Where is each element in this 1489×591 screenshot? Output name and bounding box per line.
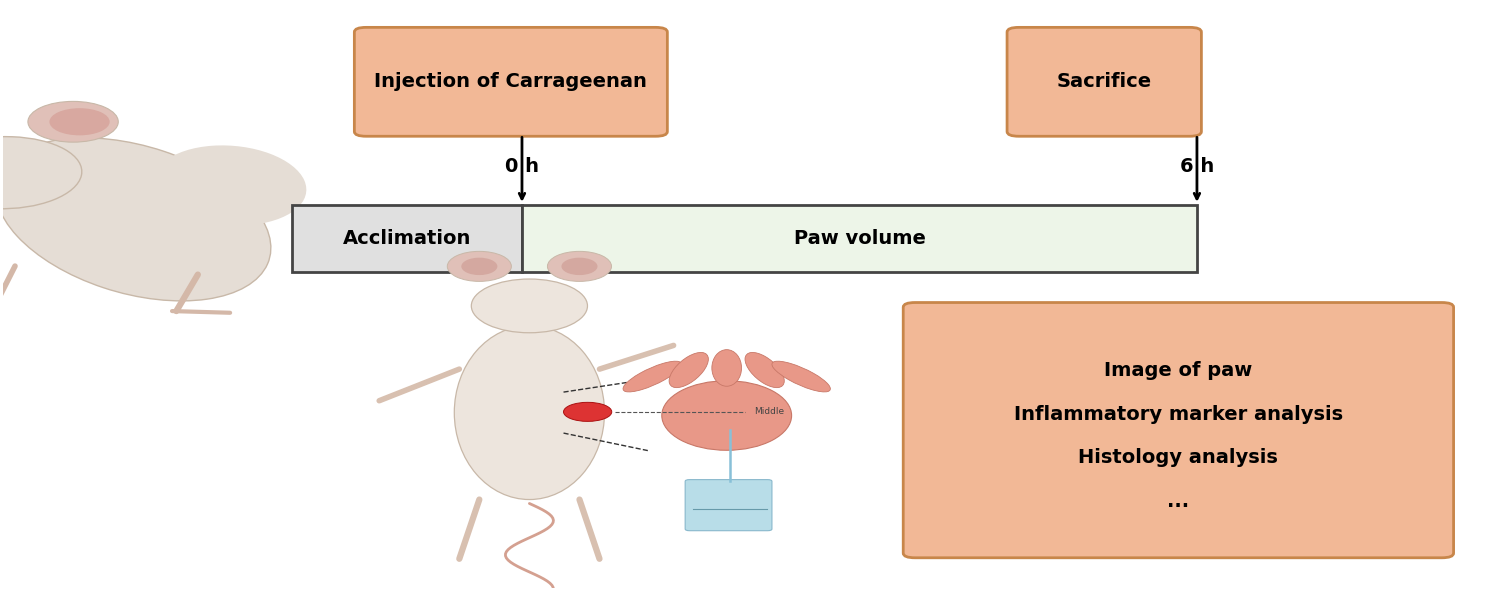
Ellipse shape — [153, 145, 307, 226]
Ellipse shape — [454, 326, 605, 499]
Ellipse shape — [472, 279, 588, 333]
Ellipse shape — [49, 108, 110, 135]
Ellipse shape — [712, 350, 742, 387]
Ellipse shape — [771, 361, 831, 392]
Ellipse shape — [0, 138, 271, 301]
Ellipse shape — [669, 352, 709, 388]
FancyBboxPatch shape — [354, 27, 667, 137]
Text: Histology analysis: Histology analysis — [1078, 449, 1279, 467]
FancyBboxPatch shape — [904, 303, 1453, 558]
Ellipse shape — [622, 361, 682, 392]
Ellipse shape — [28, 102, 118, 142]
Text: 6 h: 6 h — [1179, 157, 1214, 176]
Text: Image of paw: Image of paw — [1105, 361, 1252, 379]
Text: ...: ... — [1167, 492, 1190, 511]
Text: Sacrifice: Sacrifice — [1057, 72, 1152, 92]
Ellipse shape — [561, 258, 597, 275]
Bar — [292, 204, 523, 272]
FancyBboxPatch shape — [1007, 27, 1202, 137]
Text: Injection of Carrageenan: Injection of Carrageenan — [374, 72, 648, 92]
Text: Paw volume: Paw volume — [794, 229, 925, 248]
Text: Acclimation: Acclimation — [342, 229, 471, 248]
Ellipse shape — [548, 251, 612, 281]
Ellipse shape — [462, 258, 497, 275]
Text: Inflammatory marker analysis: Inflammatory marker analysis — [1014, 405, 1343, 424]
Text: 0 h: 0 h — [505, 157, 539, 176]
Text: Middle: Middle — [755, 407, 785, 416]
Ellipse shape — [0, 137, 82, 209]
Ellipse shape — [661, 381, 792, 450]
Circle shape — [563, 402, 612, 421]
Bar — [523, 204, 1197, 272]
FancyBboxPatch shape — [685, 480, 771, 531]
Ellipse shape — [744, 352, 785, 388]
Ellipse shape — [447, 251, 511, 281]
